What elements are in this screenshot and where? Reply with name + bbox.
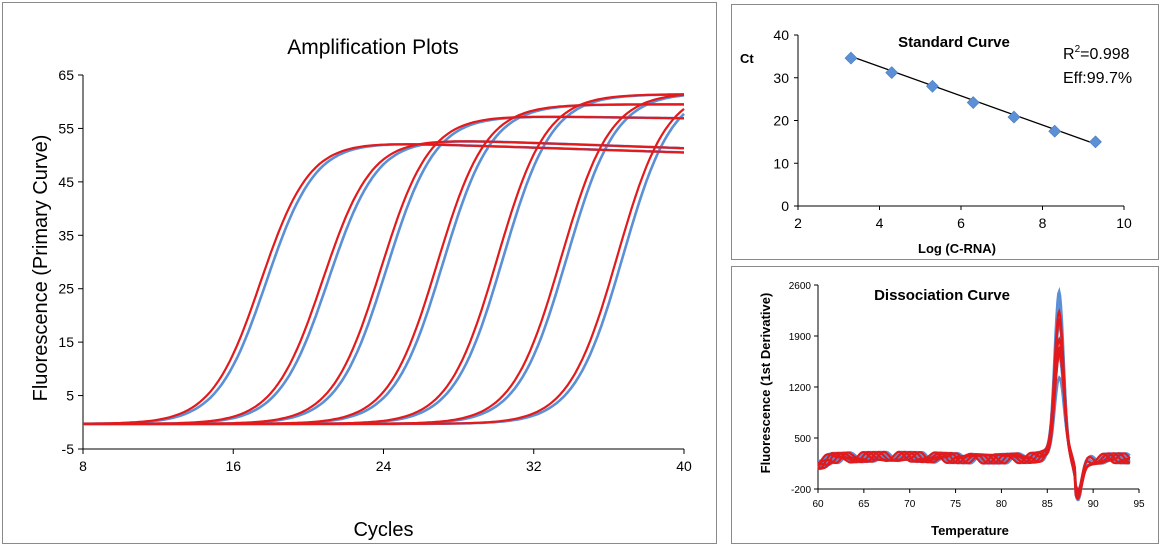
y-tick-label: 10 (773, 155, 789, 171)
x-tick-label: 65 (858, 499, 870, 510)
x-tick-label: 85 (1042, 499, 1054, 510)
data-point-4 (966, 96, 980, 109)
y-tick-label: 500 (794, 434, 811, 445)
x-tick-label: 10 (1116, 215, 1132, 231)
melt-curve-blue-3 (817, 320, 1131, 492)
y-tick-label: 15 (58, 334, 74, 350)
x-tick-label: 6 (957, 215, 965, 231)
melt-curve-red-2 (817, 317, 1131, 495)
x-tick-label: 70 (904, 499, 916, 510)
x-tick-label: 90 (1088, 499, 1100, 510)
data-point-5 (1007, 110, 1021, 124)
standard-curve-panel: Standard Curve 0 10 20 30 40 2 4 6 8 10 Log (C-RNA)… (731, 4, 1159, 260)
amplification-plot: Amplification Plots -5 5 15 25 35 45 55 65 8 16 24 3… (30, 36, 692, 541)
data-point-1 (844, 51, 858, 65)
y-tick-label: 45 (58, 174, 74, 190)
amplification-curve-red-1 (83, 143, 685, 425)
x-axis-label: Temperature (931, 523, 1009, 538)
chart-title: Standard Curve (898, 34, 1010, 51)
x-axis-label: Cycles (353, 519, 413, 541)
y-tick-label: 0 (781, 198, 789, 214)
y-tick-label: 1900 (789, 332, 812, 343)
x-tick-label: 75 (950, 499, 962, 510)
data-point-3 (926, 79, 939, 93)
r-squared-annotation: R2=0.998 (1063, 44, 1130, 63)
x-tick-label: 16 (225, 458, 241, 474)
y-tick-label: 1200 (789, 383, 812, 394)
x-tick-label: 8 (79, 458, 87, 474)
y-tick-label: 25 (58, 281, 74, 297)
y-axis-label: Ct (740, 51, 754, 66)
x-tick-label: 2 (794, 215, 802, 231)
r-squared-symbol: R (1063, 46, 1075, 63)
y-tick-label: 35 (58, 227, 74, 243)
efficiency-annotation: Eff:99.7% (1063, 70, 1132, 87)
y-tick-label: 5 (66, 388, 74, 404)
data-point-2 (885, 66, 899, 80)
x-tick-label: 40 (676, 458, 692, 474)
melt-curve-red-5 (817, 351, 1131, 499)
y-axis-label: Fluorescence (1st Derivative) (758, 293, 773, 474)
x-tick-label: 8 (1039, 215, 1047, 231)
amplification-plot-panel: Amplification Plots -5 5 15 25 35 45 55 65 8 16 24 3… (2, 2, 717, 544)
y-tick-label: 2600 (789, 281, 812, 292)
y-tick-label: -5 (62, 441, 75, 457)
y-tick-label: 40 (773, 27, 789, 43)
y-tick-label: -200 (791, 485, 811, 496)
standard-curve-plot: Standard Curve 0 10 20 30 40 2 4 6 8 10 Log (C-RNA)… (740, 27, 1132, 256)
data-point-7 (1089, 135, 1102, 149)
data-point-6 (1048, 124, 1062, 138)
amplification-curve-red-7 (83, 108, 685, 425)
chart-title: Dissociation Curve (874, 287, 1010, 304)
r-squared-value: =0.998 (1080, 46, 1129, 63)
x-tick-label: 95 (1133, 499, 1145, 510)
dissociation-curve-panel: Dissociation Curve -200 500 1200 1900 2600 60 6… (731, 266, 1159, 544)
x-tick-label: 24 (376, 458, 392, 474)
y-tick-label: 65 (58, 67, 74, 83)
y-tick-label: 20 (773, 113, 789, 129)
chart-title: Amplification Plots (287, 36, 459, 59)
amplification-curve-blue-1 (83, 143, 685, 425)
y-tick-label: 55 (58, 120, 74, 136)
amplification-curve-red-2 (83, 140, 685, 425)
y-tick-label: 30 (773, 70, 789, 86)
x-tick-label: 60 (812, 499, 824, 510)
x-tick-label: 32 (526, 458, 542, 474)
x-axis-label: Log (C-RNA) (918, 241, 996, 256)
r-squared-superscript: 2 (1075, 44, 1081, 55)
dissociation-curve-plot: Dissociation Curve -200 500 1200 1900 2600 60 6… (758, 281, 1145, 538)
amplification-curve-blue-2 (83, 140, 685, 426)
x-tick-label: 80 (996, 499, 1008, 510)
y-axis-label: Fluorescence (Primary Curve) (30, 135, 52, 402)
x-tick-label: 4 (876, 215, 884, 231)
